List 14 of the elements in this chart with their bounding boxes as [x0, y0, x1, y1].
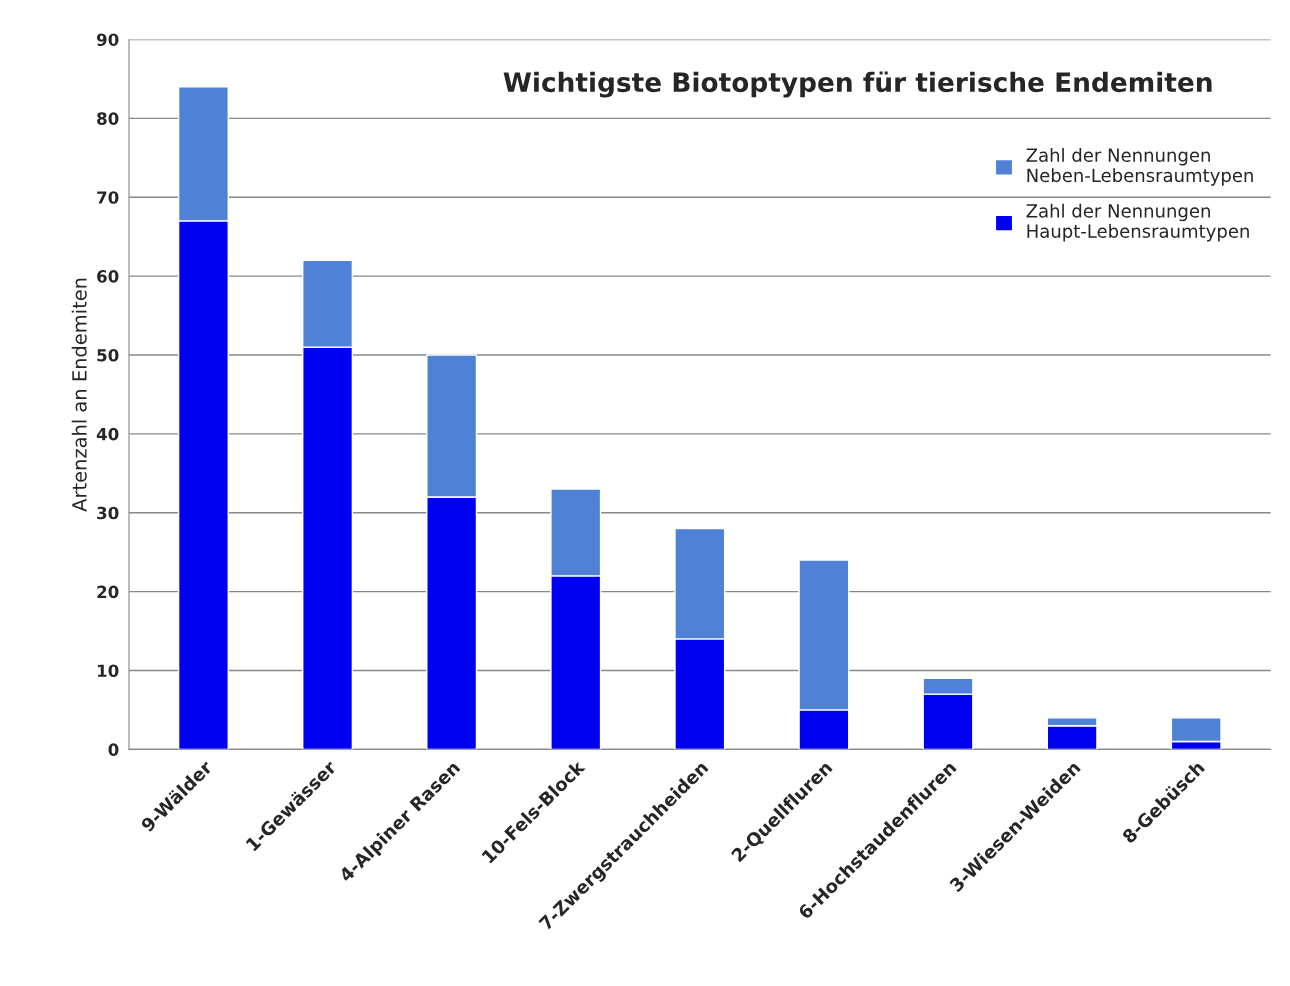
- y-tick-label: 50: [97, 348, 119, 362]
- text: Wichtigste Biotoptypen für tierische Endemiten: [503, 71, 1212, 98]
- y-tick-label: 10: [97, 664, 119, 678]
- legend-label: Zahl der Nennungen Neben-Lebensraumtypen: [1026, 147, 1253, 186]
- y-tick-label: 60: [97, 270, 119, 283]
- legend-label: Zahl der Nennungen Haupt-Lebensraumtypen: [1026, 203, 1249, 242]
- y-tick-label: 20: [97, 585, 119, 599]
- y-tick-label: 90: [96, 33, 119, 47]
- y-axis-title: Artenzahl an Endemiten: [71, 278, 87, 512]
- y-tick-label: 40: [96, 427, 119, 441]
- y-tick-label: 30: [97, 506, 119, 520]
- y-tick-label: 80: [97, 112, 119, 125]
- y-tick-label: 0: [108, 743, 119, 756]
- y-tick-label: 70: [97, 191, 119, 204]
